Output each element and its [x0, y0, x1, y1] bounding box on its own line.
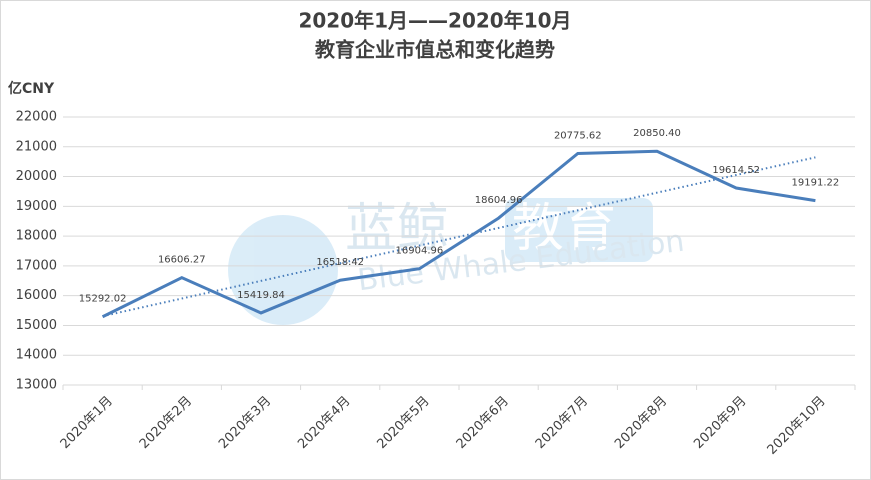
watermark-box: [505, 198, 653, 262]
y-tick-label: 21000: [16, 139, 57, 154]
y-tick-label: 15000: [16, 318, 57, 333]
data-label: 15292.02: [79, 294, 127, 305]
data-label: 18604.96: [475, 195, 523, 206]
y-tick-label: 22000: [16, 110, 57, 125]
watermark-logo: [228, 215, 338, 325]
data-label: 19614.52: [712, 165, 760, 176]
chart-title: 教育企业市值总和变化趋势: [315, 38, 555, 62]
data-label: 16904.96: [396, 246, 444, 257]
chart-title: 2020年1月——2020年10月: [298, 9, 571, 33]
y-tick-label: 20000: [16, 169, 57, 184]
y-tick-label: 16000: [16, 288, 57, 303]
y-tick-label: 14000: [16, 348, 57, 363]
data-line: [101, 149, 816, 319]
trendline: [102, 156, 816, 318]
y-tick-label: 19000: [16, 199, 57, 214]
y-tick-label: 18000: [16, 229, 57, 244]
y-tick-label: 13000: [16, 378, 57, 393]
data-label: 16606.27: [158, 255, 206, 266]
data-label: 20775.62: [554, 130, 602, 141]
y-tick-label: 17000: [16, 258, 57, 273]
data-label: 19191.22: [792, 178, 840, 189]
data-label: 15419.84: [237, 290, 285, 301]
y-axis-label: 亿CNY: [8, 80, 55, 97]
data-label: 20850.40: [633, 128, 681, 139]
data-label: 16518.42: [316, 257, 364, 268]
watermark-text: 蓝鲸: [345, 199, 449, 259]
watermark-text: 教育: [512, 199, 616, 259]
